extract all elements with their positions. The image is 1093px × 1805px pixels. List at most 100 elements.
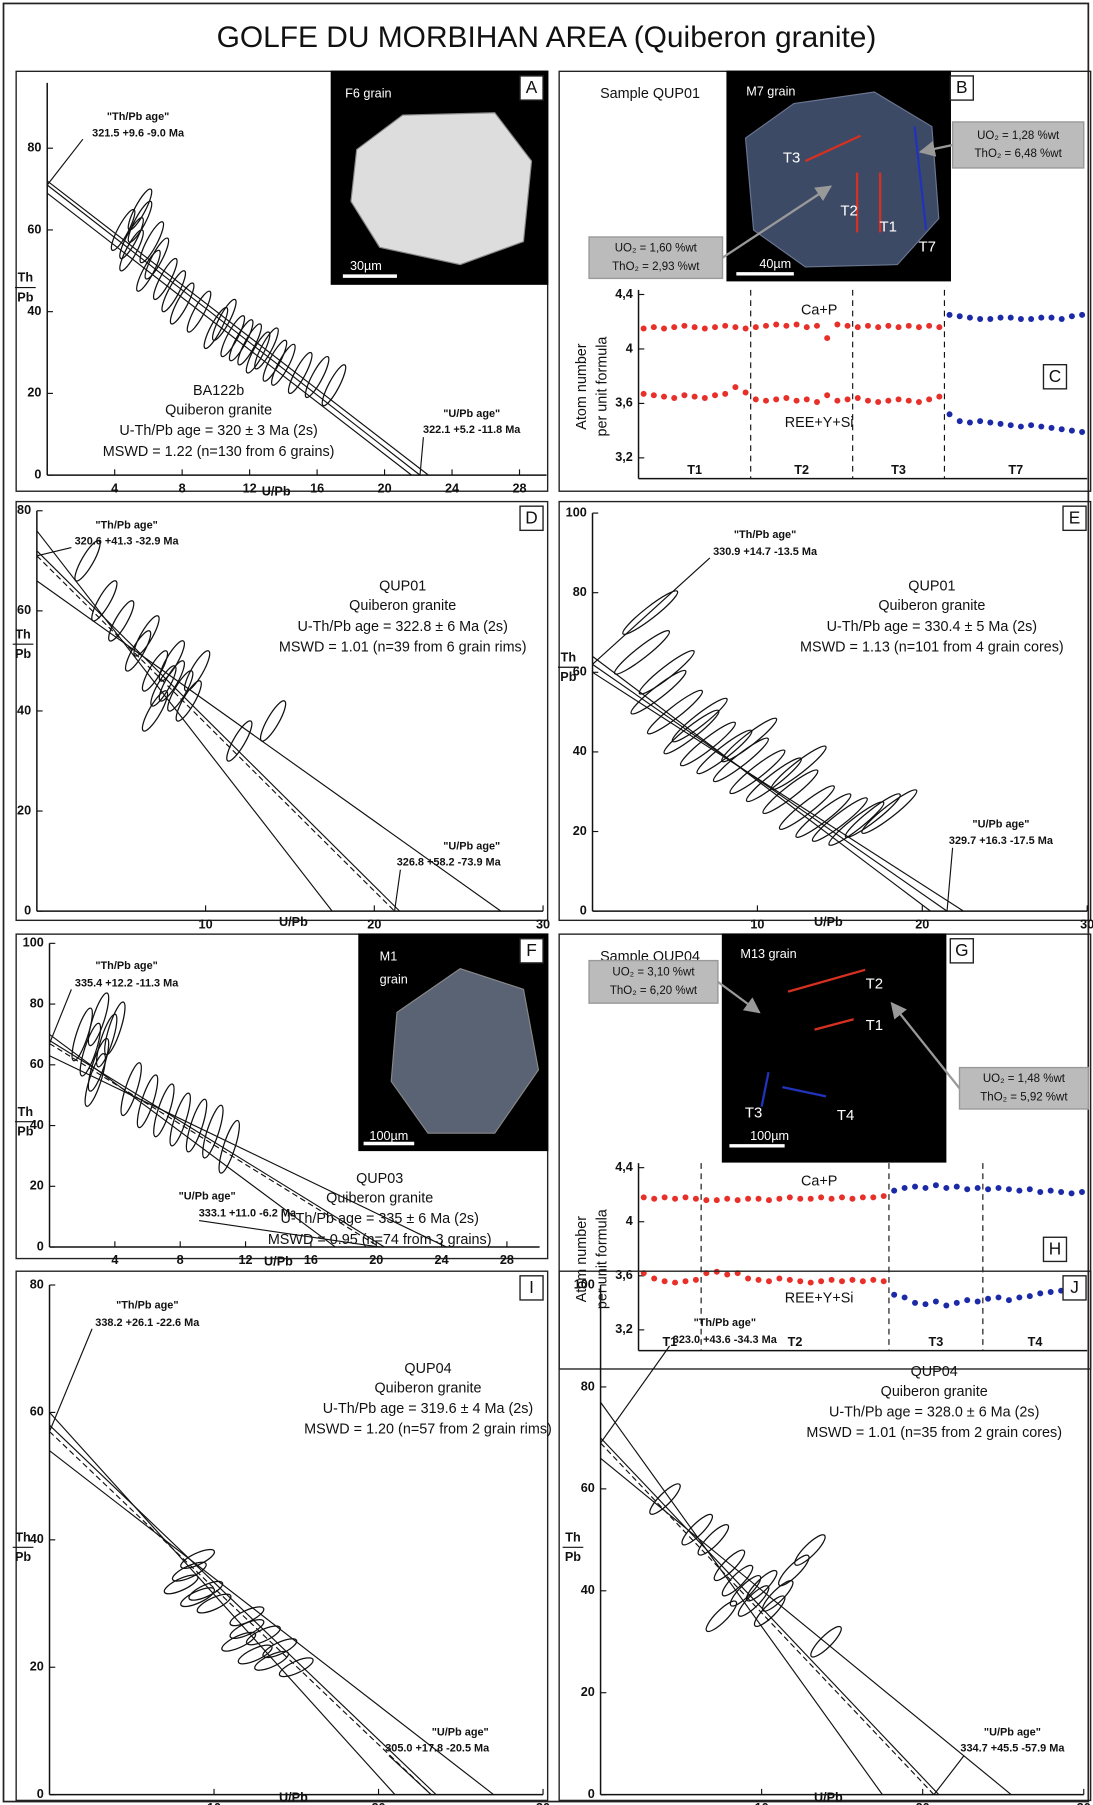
y-axis-label: Th — [15, 1530, 30, 1544]
upper-point — [964, 1186, 971, 1193]
upper-point — [922, 1184, 929, 1191]
callout-box — [951, 121, 1085, 169]
upper-point — [807, 1195, 814, 1202]
upper-point — [640, 1194, 647, 1201]
y-axis-label: Pb — [15, 647, 31, 661]
data-ellipse — [202, 1104, 224, 1159]
leader — [933, 1755, 965, 1795]
upper-point — [793, 321, 800, 328]
upper-point — [763, 322, 769, 329]
y-axis-label: Pb — [17, 290, 33, 304]
upper-point — [803, 324, 810, 331]
leader — [48, 1328, 93, 1432]
upper-point — [1078, 1189, 1085, 1195]
upper-point — [895, 324, 902, 331]
annotation: 330.9 +14.7 -13.5 Ma — [713, 546, 818, 558]
y-axis-label: Pb — [565, 1550, 581, 1564]
y-tick-label: 4 — [626, 1214, 633, 1228]
annotation: "U/Pb age" — [984, 1726, 1041, 1738]
lower-point — [793, 397, 800, 404]
data-ellipse — [287, 351, 313, 395]
y-axis-label: Pb — [17, 1124, 33, 1138]
segment-label: T4 — [1028, 1335, 1043, 1349]
isochron-line — [600, 1457, 1012, 1796]
x-tick-label: 20 — [372, 1801, 386, 1805]
panel-letter: F — [526, 940, 537, 960]
traverse-label: T4 — [837, 1107, 854, 1124]
data-ellipse — [104, 1001, 126, 1056]
annotation: Quiberon granite — [349, 598, 456, 614]
data-ellipse — [71, 1007, 93, 1062]
annotation: 334.7 +45.5 -57.9 Ma — [960, 1743, 1065, 1755]
segment-label: T3 — [929, 1335, 944, 1349]
leader — [393, 869, 401, 912]
isochron-line — [49, 1055, 447, 1248]
callout-arrow — [918, 140, 953, 157]
data-ellipse — [180, 1548, 216, 1569]
isochron-line — [36, 555, 395, 912]
upper-point — [773, 321, 780, 328]
y-tick-label: 60 — [30, 1405, 44, 1419]
callout-text: ThO₂ = 6,20 %wt — [610, 985, 698, 997]
upper-point — [849, 1195, 856, 1202]
annotation: U-Th/Pb age = 328.0 ± 6 Ma (2s) — [829, 1405, 1039, 1421]
upper-point — [997, 314, 1004, 321]
data-ellipse — [745, 1569, 778, 1602]
data-ellipse — [119, 229, 144, 272]
upper-point — [651, 1195, 658, 1202]
y-axis-label: Pb — [15, 1550, 31, 1564]
upper-point — [828, 1195, 835, 1202]
upper-point — [722, 322, 729, 329]
scale-bar-label: 100µm — [750, 1129, 789, 1143]
isochron-line — [49, 1424, 437, 1796]
lower-point — [650, 392, 657, 399]
panel-letter-box — [1042, 1236, 1068, 1263]
x-tick-label: 20 — [367, 917, 381, 931]
data-ellipse — [169, 282, 195, 325]
annotation: Quiberon granite — [878, 598, 985, 614]
annotation: QUP01 — [379, 579, 426, 595]
data-ellipse — [226, 720, 253, 762]
data-ellipse — [795, 793, 852, 838]
panel-frame — [15, 500, 549, 922]
isochron-line — [49, 1040, 385, 1248]
upper-point — [966, 314, 973, 321]
y-tick-label: 3,2 — [615, 1322, 633, 1336]
annotation: "U/Pb age" — [432, 1726, 489, 1738]
data-ellipse — [671, 697, 728, 743]
upper-point — [671, 324, 678, 331]
data-ellipse — [646, 689, 704, 735]
y-tick-label: 20 — [30, 1660, 44, 1674]
lower-point — [1026, 1293, 1033, 1300]
callout-text: UO₂ = 1,48 %wt — [983, 1073, 1066, 1085]
y-tick-label: 60 — [573, 665, 587, 679]
x-tick-label: 20 — [378, 481, 392, 495]
isochron-line — [600, 1437, 940, 1796]
lower-point — [870, 1276, 877, 1283]
callout-arrow — [890, 1001, 961, 1090]
upper-point — [818, 1194, 825, 1201]
annotation: MSWD = 1.20 (n=57 from 2 grain rims) — [304, 1422, 552, 1438]
lower-point — [661, 393, 668, 400]
upper-point — [1058, 316, 1065, 323]
annotation: 323.0 +43.6 -34.3 Ma — [673, 1334, 778, 1346]
series-label: Ca+P — [801, 1173, 837, 1189]
data-ellipse — [770, 745, 827, 791]
lower-point — [849, 1276, 856, 1283]
data-ellipse — [681, 1513, 714, 1546]
data-ellipse — [245, 331, 271, 374]
lower-point — [932, 1298, 939, 1305]
isochron-line — [592, 671, 964, 912]
y-axis-label: Th — [561, 650, 576, 664]
y-tick-label: 3,6 — [615, 1268, 633, 1282]
y-tick-label: 3,6 — [615, 396, 633, 410]
upper-point — [734, 1197, 741, 1204]
lower-point — [895, 396, 902, 403]
callout-text: UO₂ = 3,10 %wt — [612, 967, 695, 979]
leader — [946, 847, 954, 912]
x-axis-label: U/Pb — [279, 1790, 308, 1804]
panel-letter-box — [1062, 505, 1087, 532]
upper-point — [905, 322, 912, 329]
data-ellipse — [811, 797, 868, 842]
